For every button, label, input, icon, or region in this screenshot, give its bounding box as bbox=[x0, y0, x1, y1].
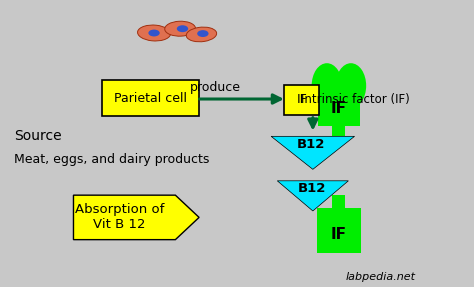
Ellipse shape bbox=[311, 63, 342, 108]
Circle shape bbox=[197, 30, 209, 37]
Ellipse shape bbox=[336, 63, 366, 108]
FancyBboxPatch shape bbox=[102, 80, 199, 116]
Text: labpedia.net: labpedia.net bbox=[346, 272, 416, 282]
FancyBboxPatch shape bbox=[332, 195, 346, 209]
Text: Intrinsic factor (IF): Intrinsic factor (IF) bbox=[301, 92, 410, 106]
Polygon shape bbox=[277, 181, 348, 211]
FancyBboxPatch shape bbox=[284, 85, 319, 115]
Text: B12: B12 bbox=[296, 138, 325, 152]
Text: Meat, eggs, and dairy products: Meat, eggs, and dairy products bbox=[14, 153, 210, 166]
FancyBboxPatch shape bbox=[318, 77, 360, 98]
FancyBboxPatch shape bbox=[318, 80, 360, 126]
Text: B12: B12 bbox=[298, 182, 326, 195]
Text: IF: IF bbox=[331, 101, 347, 116]
Text: Source: Source bbox=[14, 129, 62, 143]
Circle shape bbox=[148, 30, 160, 36]
Ellipse shape bbox=[165, 21, 195, 36]
Text: Parietal cell: Parietal cell bbox=[114, 92, 187, 105]
Polygon shape bbox=[271, 136, 355, 169]
Text: Absorption of
Vit B 12: Absorption of Vit B 12 bbox=[75, 203, 164, 231]
Ellipse shape bbox=[137, 25, 171, 41]
Text: IF: IF bbox=[296, 93, 307, 106]
Ellipse shape bbox=[186, 27, 217, 42]
Text: IF: IF bbox=[331, 227, 347, 242]
Circle shape bbox=[177, 25, 188, 32]
Polygon shape bbox=[73, 195, 199, 240]
FancyBboxPatch shape bbox=[332, 121, 346, 136]
FancyBboxPatch shape bbox=[317, 208, 361, 253]
Text: produce: produce bbox=[190, 81, 241, 94]
